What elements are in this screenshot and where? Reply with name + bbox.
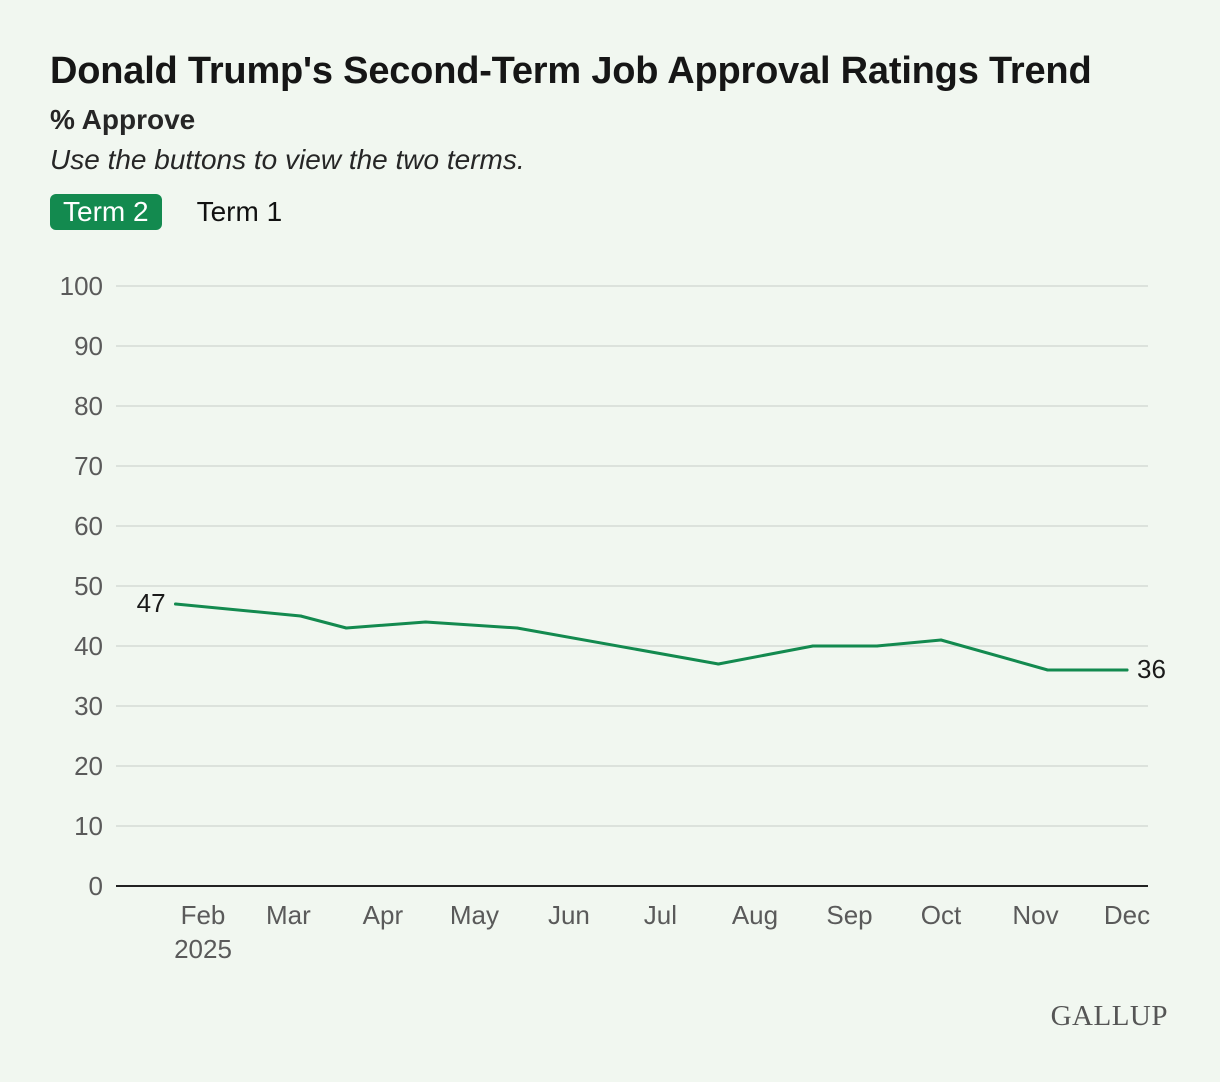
x-tick-label-may: May [450, 900, 499, 930]
data-point-2025-01-23 [174, 602, 178, 606]
data-label-start: 47 [137, 588, 166, 618]
y-tick-label-10: 10 [74, 811, 103, 841]
data-point-2025-04-15 [424, 620, 428, 624]
data-point-2025-07-20 [716, 662, 720, 666]
y-tick-label-20: 20 [74, 751, 103, 781]
term-toggle: Term 2 Term 1 [50, 194, 295, 230]
data-point-2025-05-15 [515, 626, 519, 630]
data-point-2025-08-20 [811, 644, 815, 648]
data-point-2025-10-01 [939, 638, 943, 642]
data-point-2025-11-05 [1046, 668, 1050, 672]
y-tick-label-30: 30 [74, 691, 103, 721]
x-tick-label-nov: Nov [1012, 900, 1058, 930]
chart-title: Donald Trump's Second-Term Job Approval … [50, 50, 1092, 92]
data-point-2025-03-05 [299, 614, 303, 618]
instruction-note: Use the buttons to view the two terms. [50, 144, 525, 175]
data-point-2025-09-10 [875, 644, 879, 648]
x-tick-label-jul: Jul [644, 900, 677, 930]
chart-subtitle: % Approve [50, 104, 196, 135]
data-point-2025-03-20 [344, 626, 348, 630]
y-tick-label-40: 40 [74, 631, 103, 661]
y-tick-label-60: 60 [74, 511, 103, 541]
x-tick-label-sep: Sep [826, 900, 872, 930]
x-tick-label-mar: Mar [266, 900, 311, 930]
y-tick-label-80: 80 [74, 391, 103, 421]
data-label-end: 36 [1137, 654, 1166, 684]
gallup-logo: GALLUP [1050, 1000, 1168, 1032]
x-tick-label-oct: Oct [921, 900, 962, 930]
y-tick-label-50: 50 [74, 571, 103, 601]
y-tick-label-0: 0 [89, 871, 103, 901]
x-tick-label-dec: Dec [1104, 900, 1150, 930]
term-1-button[interactable]: Term 1 [184, 194, 296, 230]
x-tick-label-feb: Feb [181, 900, 226, 930]
data-point-2025-12-01 [1125, 668, 1129, 672]
x-tick-sublabel-year: 2025 [174, 934, 232, 964]
x-tick-label-jun: Jun [548, 900, 590, 930]
y-tick-label-70: 70 [74, 451, 103, 481]
series-line-0 [174, 602, 1129, 672]
y-tick-label-100: 100 [60, 271, 103, 301]
term-2-button[interactable]: Term 2 [50, 194, 162, 230]
x-tick-label-aug: Aug [732, 900, 778, 930]
y-tick-label-90: 90 [74, 331, 103, 361]
x-tick-label-apr: Apr [363, 900, 404, 930]
